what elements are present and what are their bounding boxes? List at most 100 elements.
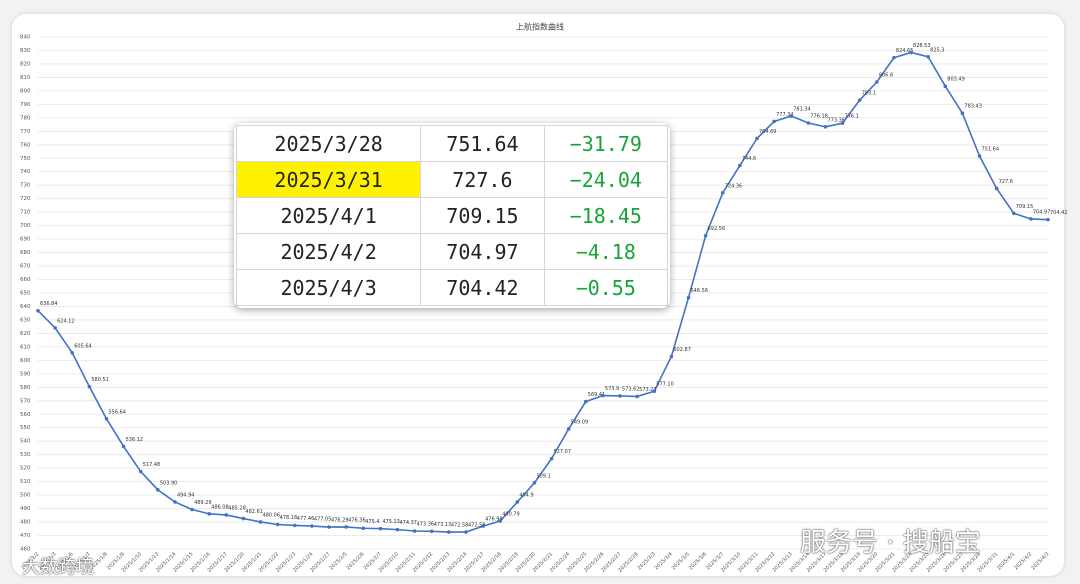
y-tick-label: 750 xyxy=(20,156,31,162)
data-label: 781.34 xyxy=(793,107,811,113)
data-label: 480.06 xyxy=(263,512,281,518)
data-label: 806.6 xyxy=(879,73,893,79)
table-row: 2025/4/1 709.15 −18.45 xyxy=(235,197,669,234)
data-label: 549.09 xyxy=(571,419,589,425)
data-label: 478.18 xyxy=(280,515,298,521)
change-cell: −31.79 xyxy=(543,125,669,162)
data-label: 480.79 xyxy=(502,511,519,517)
table: 2025/3/28 751.64 −31.79 2025/3/31 727.6 −24.0… xyxy=(235,125,669,306)
point xyxy=(1029,217,1033,221)
y-tick-label: 770 xyxy=(20,129,31,135)
data-label: 824.65 xyxy=(896,48,914,54)
point xyxy=(412,529,417,533)
point xyxy=(977,154,982,158)
point xyxy=(926,55,930,59)
data-label: 517.48 xyxy=(143,462,161,468)
data-label: 776.18 xyxy=(810,113,828,119)
data-label: 509.1 xyxy=(536,473,550,479)
y-tick-label: 510 xyxy=(20,479,31,485)
y-tick-label: 660 xyxy=(20,277,31,283)
point xyxy=(823,124,828,129)
data-label: 624.12 xyxy=(57,318,75,324)
point xyxy=(395,527,400,532)
data-label: 536.12 xyxy=(126,437,144,443)
y-tick-label: 760 xyxy=(20,142,31,148)
y-tick-label: 730 xyxy=(20,183,31,189)
data-label: 573.9 xyxy=(605,386,619,392)
data-label: 556.64 xyxy=(108,409,126,415)
point xyxy=(686,295,691,300)
data-label: 646.56 xyxy=(691,288,709,294)
y-tick-label: 680 xyxy=(20,250,31,256)
point xyxy=(840,121,845,125)
point xyxy=(241,516,246,521)
watermark: 服务号 · 搜船宝 xyxy=(800,528,981,558)
data-label: 476.29 xyxy=(331,518,349,524)
data-label: 503.90 xyxy=(160,480,178,486)
point xyxy=(875,80,879,84)
data-label: 476.36 xyxy=(348,517,366,523)
y-tick-label: 780 xyxy=(20,115,31,121)
data-label: 473.36 xyxy=(417,521,435,527)
change-cell: −18.45 xyxy=(543,197,669,234)
data-label: 577.10 xyxy=(656,382,674,388)
date-cell: 2025/3/31 xyxy=(235,161,422,198)
point xyxy=(498,519,503,523)
point xyxy=(378,526,383,531)
point xyxy=(121,444,126,449)
data-label: 474.37 xyxy=(399,520,417,526)
y-tick-label: 560 xyxy=(20,412,31,418)
y-tick-label: 720 xyxy=(20,196,31,202)
point xyxy=(429,529,434,534)
point xyxy=(943,84,948,88)
point xyxy=(1011,211,1016,216)
table-row: 2025/3/31 727.6 −24.04 xyxy=(235,161,669,198)
data-label: 602.87 xyxy=(673,347,691,353)
data-label: 477.05 xyxy=(314,517,332,523)
y-tick-label: 690 xyxy=(20,237,31,243)
point xyxy=(344,525,348,529)
point xyxy=(909,50,913,55)
data-label: 569.41 xyxy=(588,392,606,398)
change-cell: −0.55 xyxy=(543,269,669,306)
date-cell: 2025/4/1 xyxy=(235,197,422,234)
data-label: 573.62 xyxy=(622,386,640,392)
point xyxy=(258,520,263,524)
point xyxy=(669,354,674,359)
y-tick-label: 620 xyxy=(20,331,31,337)
value-cell: 709.15 xyxy=(420,197,545,234)
watermark: 大数跨境 xyxy=(22,557,94,578)
point xyxy=(618,394,622,398)
point xyxy=(755,136,759,141)
date-cell: 2025/3/28 xyxy=(235,125,422,162)
y-tick-label: 570 xyxy=(20,398,31,404)
point xyxy=(138,469,143,474)
data-label: 704.97 xyxy=(1033,209,1051,215)
data-label: 494.9 xyxy=(519,492,533,498)
y-tick-label: 710 xyxy=(20,210,31,216)
data-label: 475.13 xyxy=(382,519,400,525)
y-tick-label: 670 xyxy=(20,264,31,270)
date-cell: 2025/4/2 xyxy=(235,233,422,270)
y-tick-label: 580 xyxy=(20,385,31,391)
table-row: 2025/3/28 751.64 −31.79 xyxy=(235,125,669,162)
point xyxy=(224,513,229,517)
data-label: 751.64 xyxy=(982,147,1000,153)
data-label: 573.23 xyxy=(639,387,657,393)
point xyxy=(70,350,75,355)
data-label: 482.61 xyxy=(245,509,262,515)
data-label: 793.1 xyxy=(862,91,876,97)
data-label: 727.6 xyxy=(999,179,1013,185)
point xyxy=(635,394,639,399)
data-label: 724.36 xyxy=(725,183,743,189)
data-label: 605.64 xyxy=(74,343,92,349)
line xyxy=(37,51,1049,533)
point xyxy=(53,326,57,330)
point xyxy=(738,163,742,168)
y-tick-label: 840 xyxy=(20,35,31,41)
data-label: 475.4 xyxy=(365,519,379,525)
point xyxy=(361,526,366,531)
point xyxy=(292,523,297,528)
value-cell: 751.64 xyxy=(420,125,545,162)
change-cell: −4.18 xyxy=(543,233,669,270)
